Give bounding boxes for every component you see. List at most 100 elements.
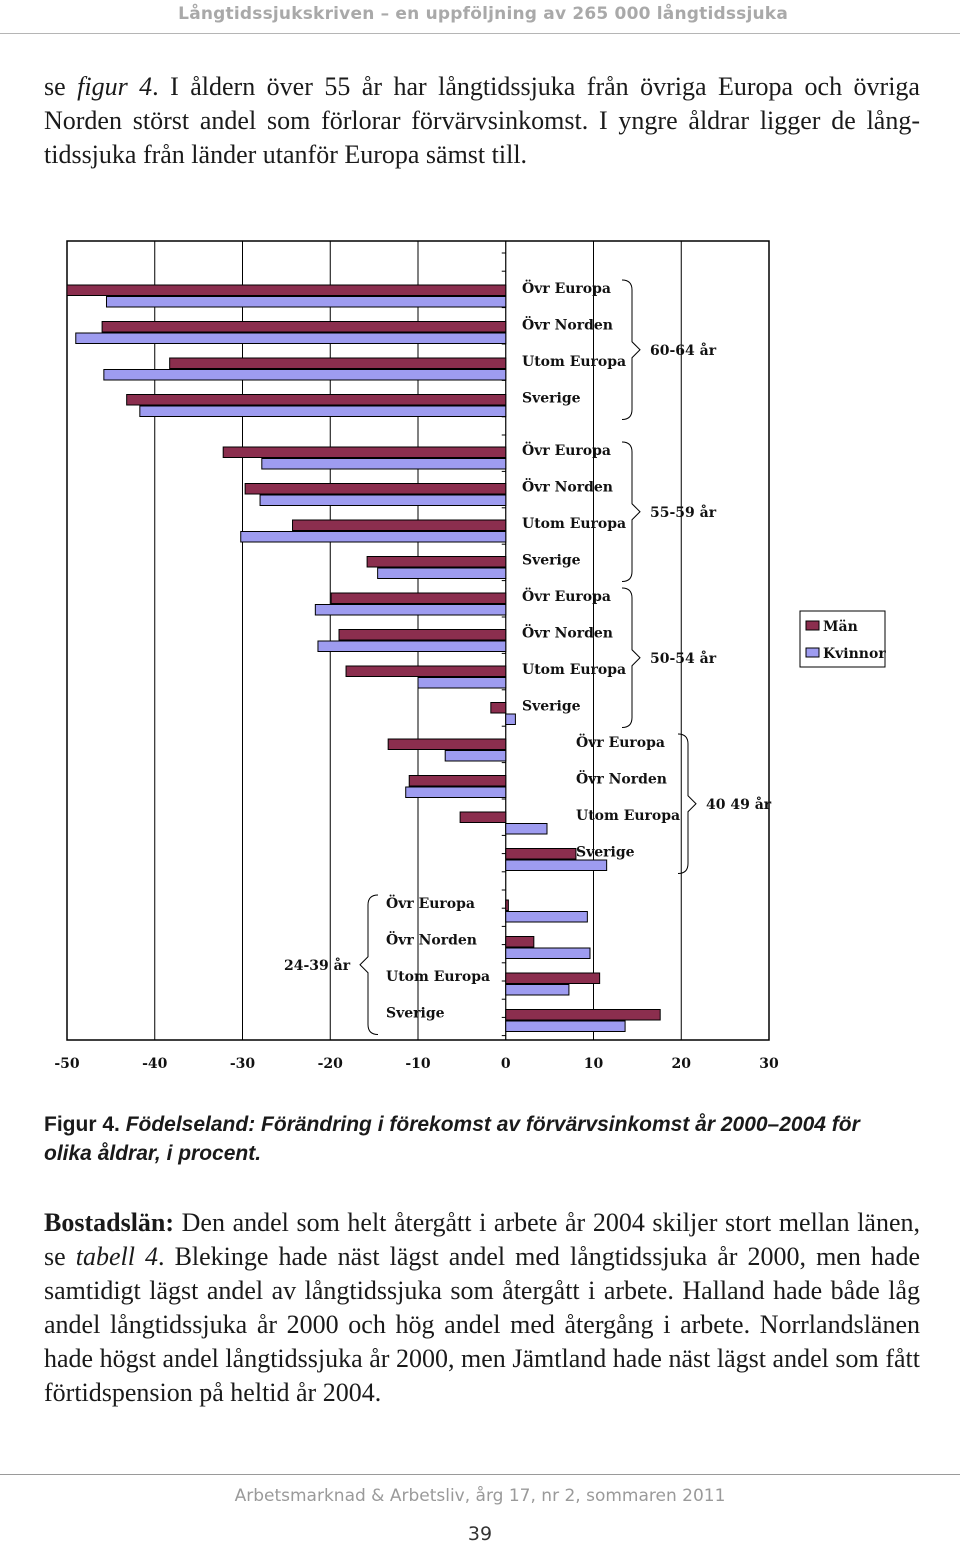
x-tick-label: 20 bbox=[672, 1056, 692, 1072]
category-label: Sverige bbox=[386, 1006, 445, 1022]
women-bar bbox=[505, 859, 608, 871]
women-bar bbox=[505, 1020, 626, 1032]
intro-line: tidssjuka från länder utanför Europa säm… bbox=[44, 138, 920, 172]
category-label: Övr Norden bbox=[576, 769, 667, 788]
x-tick-label: -40 bbox=[142, 1056, 168, 1072]
men-bar bbox=[292, 519, 507, 531]
women-bar bbox=[505, 911, 588, 923]
group-label: 24-39 år bbox=[284, 956, 351, 974]
group-label: 50-54 år bbox=[650, 649, 717, 667]
men-bar bbox=[126, 394, 507, 406]
men-bar bbox=[505, 972, 601, 984]
intro-line: Norden störst andel som förlorar förvärv… bbox=[44, 104, 920, 138]
category-label: Övr Norden bbox=[522, 623, 613, 642]
group-brace bbox=[621, 279, 641, 420]
category-label: Övr Europa bbox=[522, 440, 611, 459]
category-label: Sverige bbox=[522, 699, 581, 715]
category-label: Utom Europa bbox=[522, 516, 626, 532]
category-label: Övr Europa bbox=[386, 893, 475, 912]
intro-paragraph: se figur 4. I åldern över 55 år har lång… bbox=[44, 70, 920, 172]
men-bar bbox=[222, 446, 507, 458]
men-bar bbox=[505, 848, 577, 860]
women-bar bbox=[75, 332, 507, 344]
women-bar bbox=[317, 640, 507, 652]
body-text: . Blekinge hade näst lägst andel med lån… bbox=[44, 1242, 920, 1407]
men-bar bbox=[345, 665, 507, 677]
men-bar bbox=[66, 284, 507, 296]
intro-line: se figur 4. I åldern över 55 år har lång… bbox=[44, 70, 920, 104]
group-brace bbox=[677, 733, 697, 874]
body-heading: Bostadslän: bbox=[44, 1208, 175, 1237]
men-bar bbox=[459, 811, 507, 823]
x-tick-label: -10 bbox=[405, 1056, 431, 1072]
category-label: Övr Europa bbox=[576, 732, 665, 751]
legend-label: Kvinnor bbox=[823, 646, 886, 662]
group-brace bbox=[359, 894, 379, 1035]
women-bar bbox=[505, 984, 570, 996]
women-bar bbox=[105, 296, 507, 308]
women-bar bbox=[405, 786, 507, 798]
group-brace bbox=[621, 441, 641, 582]
men-bar bbox=[505, 899, 509, 911]
women-bar bbox=[103, 369, 507, 381]
men-bar bbox=[505, 936, 535, 948]
bar-chart: -50 -40 -30 -20 -10 0 10 20 30 Övr Europa Övr Nord… bbox=[54, 240, 886, 1072]
group-brace bbox=[621, 587, 641, 728]
running-header: Långtidssjukskriven – en uppföljning av … bbox=[0, 2, 960, 38]
x-tick-label: 10 bbox=[584, 1056, 604, 1072]
group-label: 40 49 år bbox=[706, 795, 772, 813]
x-tick-label: -20 bbox=[318, 1056, 344, 1072]
category-label: Utom Europa bbox=[576, 808, 680, 824]
category-label: Sverige bbox=[576, 845, 635, 861]
legend-box bbox=[799, 610, 886, 668]
category-label: Sverige bbox=[522, 553, 581, 569]
men-bar bbox=[366, 556, 507, 568]
category-label: Utom Europa bbox=[386, 969, 490, 985]
category-label: Övr Norden bbox=[386, 930, 477, 949]
women-bar bbox=[505, 823, 548, 835]
men-bar bbox=[101, 321, 507, 333]
x-tick-label: -30 bbox=[230, 1056, 256, 1072]
men-bar bbox=[408, 775, 507, 787]
legend-swatch bbox=[805, 620, 820, 631]
header-divider bbox=[0, 33, 960, 34]
x-tick-label: 0 bbox=[501, 1056, 511, 1072]
men-bar bbox=[338, 629, 507, 641]
body-text: Den andel som helt återgått i arbete år … bbox=[44, 1208, 920, 1271]
intro-text: Norden störst andel som förlorar förvärv… bbox=[44, 106, 920, 135]
intro-text: tidssjuka från länder utanför Europa säm… bbox=[44, 140, 528, 169]
group-label: 55-59 år bbox=[650, 503, 717, 521]
running-title: Långtidssjukskriven – en uppföljning av … bbox=[178, 4, 788, 24]
page-number: 39 bbox=[467, 1523, 493, 1545]
category-label: Utom Europa bbox=[522, 354, 626, 370]
women-bar bbox=[417, 677, 507, 689]
legend-swatch bbox=[805, 647, 820, 658]
footer-journal: Arbetsmarknad & Arbetsliv, årg 17, nr 2,… bbox=[234, 1486, 726, 1506]
category-label: Övr Europa bbox=[522, 278, 611, 297]
category-label: Övr Norden bbox=[522, 315, 613, 334]
footer-divider bbox=[0, 1474, 960, 1475]
women-bar bbox=[259, 494, 507, 506]
x-tick-label: -50 bbox=[54, 1056, 80, 1072]
women-bar bbox=[377, 567, 507, 579]
men-bar bbox=[169, 357, 507, 369]
figure-caption: Figur 4. Födelseland: Förändring i förek… bbox=[44, 1110, 884, 1168]
men-bar bbox=[387, 738, 507, 750]
women-bar bbox=[240, 531, 507, 543]
men-bar bbox=[244, 483, 507, 495]
women-bar bbox=[505, 947, 591, 959]
x-tick-label: 30 bbox=[759, 1056, 779, 1072]
category-label: Övr Europa bbox=[522, 586, 611, 605]
men-bar bbox=[330, 592, 507, 604]
category-label: Utom Europa bbox=[522, 662, 626, 678]
category-label: Övr Norden bbox=[522, 477, 613, 496]
women-bar bbox=[139, 405, 507, 417]
men-bar bbox=[505, 1009, 661, 1021]
men-bar bbox=[490, 702, 507, 714]
intro-reference: figur 4 bbox=[77, 72, 153, 101]
women-bar bbox=[314, 604, 507, 616]
legend-label: Män bbox=[823, 619, 858, 635]
category-label: Sverige bbox=[522, 391, 581, 407]
women-bar bbox=[505, 713, 516, 725]
women-bar bbox=[261, 458, 507, 470]
